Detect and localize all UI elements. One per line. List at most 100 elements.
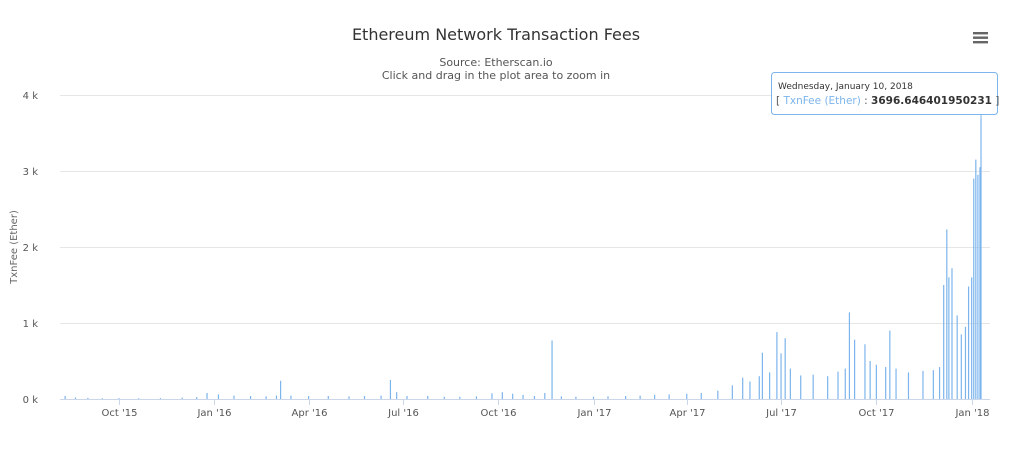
bar[interactable] [159, 398, 162, 399]
bar[interactable] [848, 312, 851, 399]
y-gridlines [60, 95, 990, 324]
bar[interactable] [731, 385, 733, 399]
bar[interactable] [922, 370, 924, 399]
bar[interactable] [975, 159, 977, 399]
bar[interactable] [869, 361, 871, 399]
bar[interactable] [889, 330, 891, 399]
x-axis-ticks: Oct '15 Jan '16 Apr '16 Jul '16 Oct '16 Jan '… [102, 399, 990, 419]
bar[interactable] [980, 118, 982, 400]
bar[interactable] [327, 395, 329, 399]
bar[interactable] [275, 395, 278, 399]
bar[interactable] [138, 398, 140, 399]
bar[interactable] [769, 372, 771, 399]
bar[interactable] [181, 397, 183, 399]
bar[interactable] [885, 367, 887, 399]
bar[interactable] [265, 396, 267, 399]
bar[interactable] [960, 334, 962, 399]
bar[interactable] [875, 364, 877, 399]
bar[interactable] [196, 397, 198, 399]
bar-series[interactable] [64, 114, 982, 400]
bar[interactable] [907, 372, 910, 399]
bar[interactable] [780, 353, 782, 399]
bar[interactable] [87, 397, 89, 399]
y-tick-label: 3 k [23, 167, 39, 178]
bar[interactable] [396, 392, 398, 399]
bar[interactable] [938, 367, 941, 399]
bar[interactable] [742, 377, 744, 399]
tooltip-series-name: TxnFee (Ether) [782, 95, 860, 107]
bar[interactable] [749, 381, 751, 399]
bar[interactable] [837, 371, 839, 399]
bar[interactable] [551, 340, 553, 399]
bar[interactable] [946, 229, 948, 399]
bar[interactable] [544, 392, 546, 399]
y-tick-label: 4 k [23, 91, 39, 102]
bar[interactable] [118, 398, 120, 399]
x-tick-label: Apr '16 [292, 408, 328, 419]
bar[interactable] [827, 376, 829, 399]
bar[interactable] [967, 286, 970, 399]
bar[interactable] [979, 167, 981, 399]
bar[interactable] [973, 178, 975, 399]
bar[interactable] [380, 395, 382, 399]
bar[interactable] [64, 395, 66, 399]
bar[interactable] [443, 396, 445, 399]
bar[interactable] [290, 395, 292, 399]
bar[interactable] [249, 395, 252, 399]
menu-button[interactable] [969, 28, 991, 48]
bar[interactable] [512, 393, 514, 399]
bar[interactable] [668, 394, 670, 399]
bar[interactable] [854, 339, 856, 399]
bar[interactable] [348, 396, 350, 399]
bar[interactable] [761, 352, 763, 399]
bar[interactable] [233, 395, 235, 399]
x-tick-label: Oct '17 [859, 408, 895, 419]
bar[interactable] [475, 396, 478, 399]
bar[interactable] [943, 285, 945, 399]
hamburger-menu-icon[interactable] [973, 32, 988, 44]
bar[interactable] [307, 395, 310, 399]
bar[interactable] [280, 380, 282, 399]
bar[interactable] [800, 375, 802, 399]
bar[interactable] [206, 392, 208, 399]
bar[interactable] [700, 392, 702, 399]
bar[interactable] [459, 396, 461, 399]
bar[interactable] [977, 174, 979, 399]
bar[interactable] [844, 368, 846, 399]
bar[interactable] [491, 393, 493, 399]
bar[interactable] [758, 376, 760, 399]
bar[interactable] [533, 395, 536, 399]
bar[interactable] [654, 394, 656, 399]
bar[interactable] [812, 374, 814, 399]
tooltip-box [771, 72, 998, 115]
bar[interactable] [932, 370, 934, 399]
bar[interactable] [948, 277, 950, 399]
bar[interactable] [607, 396, 609, 399]
bar[interactable] [406, 395, 408, 399]
bar[interactable] [964, 326, 967, 399]
bar[interactable] [560, 396, 562, 399]
bar[interactable] [686, 393, 688, 399]
bar[interactable] [74, 397, 77, 399]
bar[interactable] [776, 332, 778, 399]
bar[interactable] [501, 392, 503, 399]
bar[interactable] [522, 394, 524, 399]
bar[interactable] [951, 268, 953, 399]
bar[interactable] [389, 380, 392, 399]
bar[interactable] [363, 395, 366, 399]
bar[interactable] [427, 395, 429, 399]
bar[interactable] [784, 338, 786, 399]
bar[interactable] [639, 395, 641, 399]
bar[interactable] [592, 396, 595, 399]
bar[interactable] [625, 395, 627, 399]
bar[interactable] [956, 315, 958, 399]
bar[interactable] [864, 344, 866, 399]
bar[interactable] [575, 396, 577, 399]
bar[interactable] [789, 368, 791, 399]
bar[interactable] [101, 398, 104, 399]
bar[interactable] [971, 277, 973, 399]
bar[interactable] [217, 394, 220, 399]
bar[interactable] [717, 390, 719, 399]
bar[interactable] [895, 368, 897, 399]
